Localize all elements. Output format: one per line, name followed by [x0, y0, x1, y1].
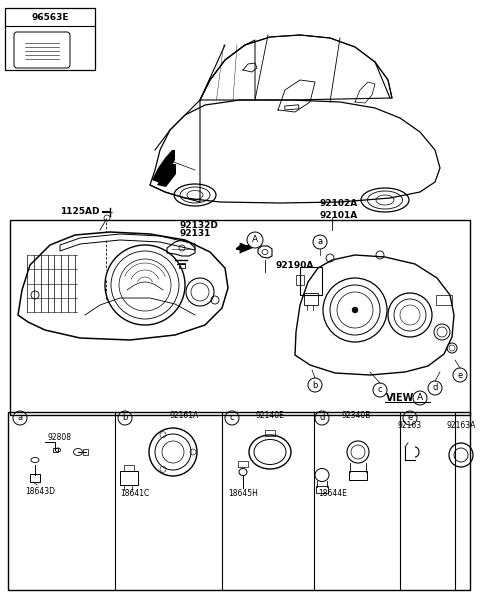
Text: 92102A: 92102A — [320, 199, 358, 208]
Bar — [304, 293, 318, 305]
Text: 18641C: 18641C — [120, 488, 149, 497]
Text: 1125AD: 1125AD — [60, 208, 100, 217]
Polygon shape — [152, 150, 175, 183]
Text: 92161A: 92161A — [170, 412, 199, 421]
Bar — [30, 474, 40, 482]
Text: 92190A: 92190A — [275, 260, 313, 269]
Text: 92808: 92808 — [48, 433, 72, 442]
Text: c: c — [378, 385, 382, 395]
Text: 92163A: 92163A — [446, 421, 476, 430]
Bar — [316, 486, 328, 493]
Polygon shape — [243, 63, 257, 72]
Bar — [8, 412, 470, 590]
Text: b: b — [312, 380, 318, 389]
Bar — [120, 471, 138, 485]
Bar — [53, 448, 58, 452]
Polygon shape — [157, 164, 176, 187]
Text: 92132D: 92132D — [180, 220, 219, 229]
Bar — [349, 471, 367, 480]
Text: 18644E: 18644E — [318, 488, 347, 497]
Bar — [238, 461, 248, 467]
Bar — [436, 295, 452, 305]
Text: b: b — [122, 413, 128, 422]
Bar — [265, 430, 275, 436]
Text: 92140E: 92140E — [255, 412, 284, 421]
Bar — [285, 105, 299, 110]
Text: 92131: 92131 — [180, 229, 211, 238]
Bar — [5, 8, 95, 70]
Bar — [124, 465, 134, 471]
Text: c: c — [230, 413, 234, 422]
Bar — [179, 263, 185, 268]
Bar — [300, 267, 322, 295]
Bar — [296, 275, 304, 285]
Polygon shape — [240, 243, 252, 253]
Text: 92101A: 92101A — [320, 211, 358, 220]
Text: d: d — [319, 413, 324, 422]
Text: 18645H: 18645H — [228, 488, 258, 497]
Circle shape — [352, 307, 358, 313]
Text: a: a — [17, 413, 23, 422]
Text: a: a — [317, 238, 323, 247]
Bar — [10, 220, 470, 415]
Text: e: e — [408, 413, 413, 422]
Bar — [83, 449, 88, 455]
Text: d: d — [432, 383, 438, 392]
Text: e: e — [457, 370, 463, 379]
Text: 18643D: 18643D — [25, 487, 55, 497]
Text: 92163: 92163 — [398, 421, 422, 430]
Text: VIEW: VIEW — [386, 393, 414, 403]
Text: A: A — [417, 394, 423, 403]
Text: 96563E: 96563E — [31, 13, 69, 22]
Text: A: A — [252, 235, 258, 245]
Text: 92340B: 92340B — [342, 412, 372, 421]
